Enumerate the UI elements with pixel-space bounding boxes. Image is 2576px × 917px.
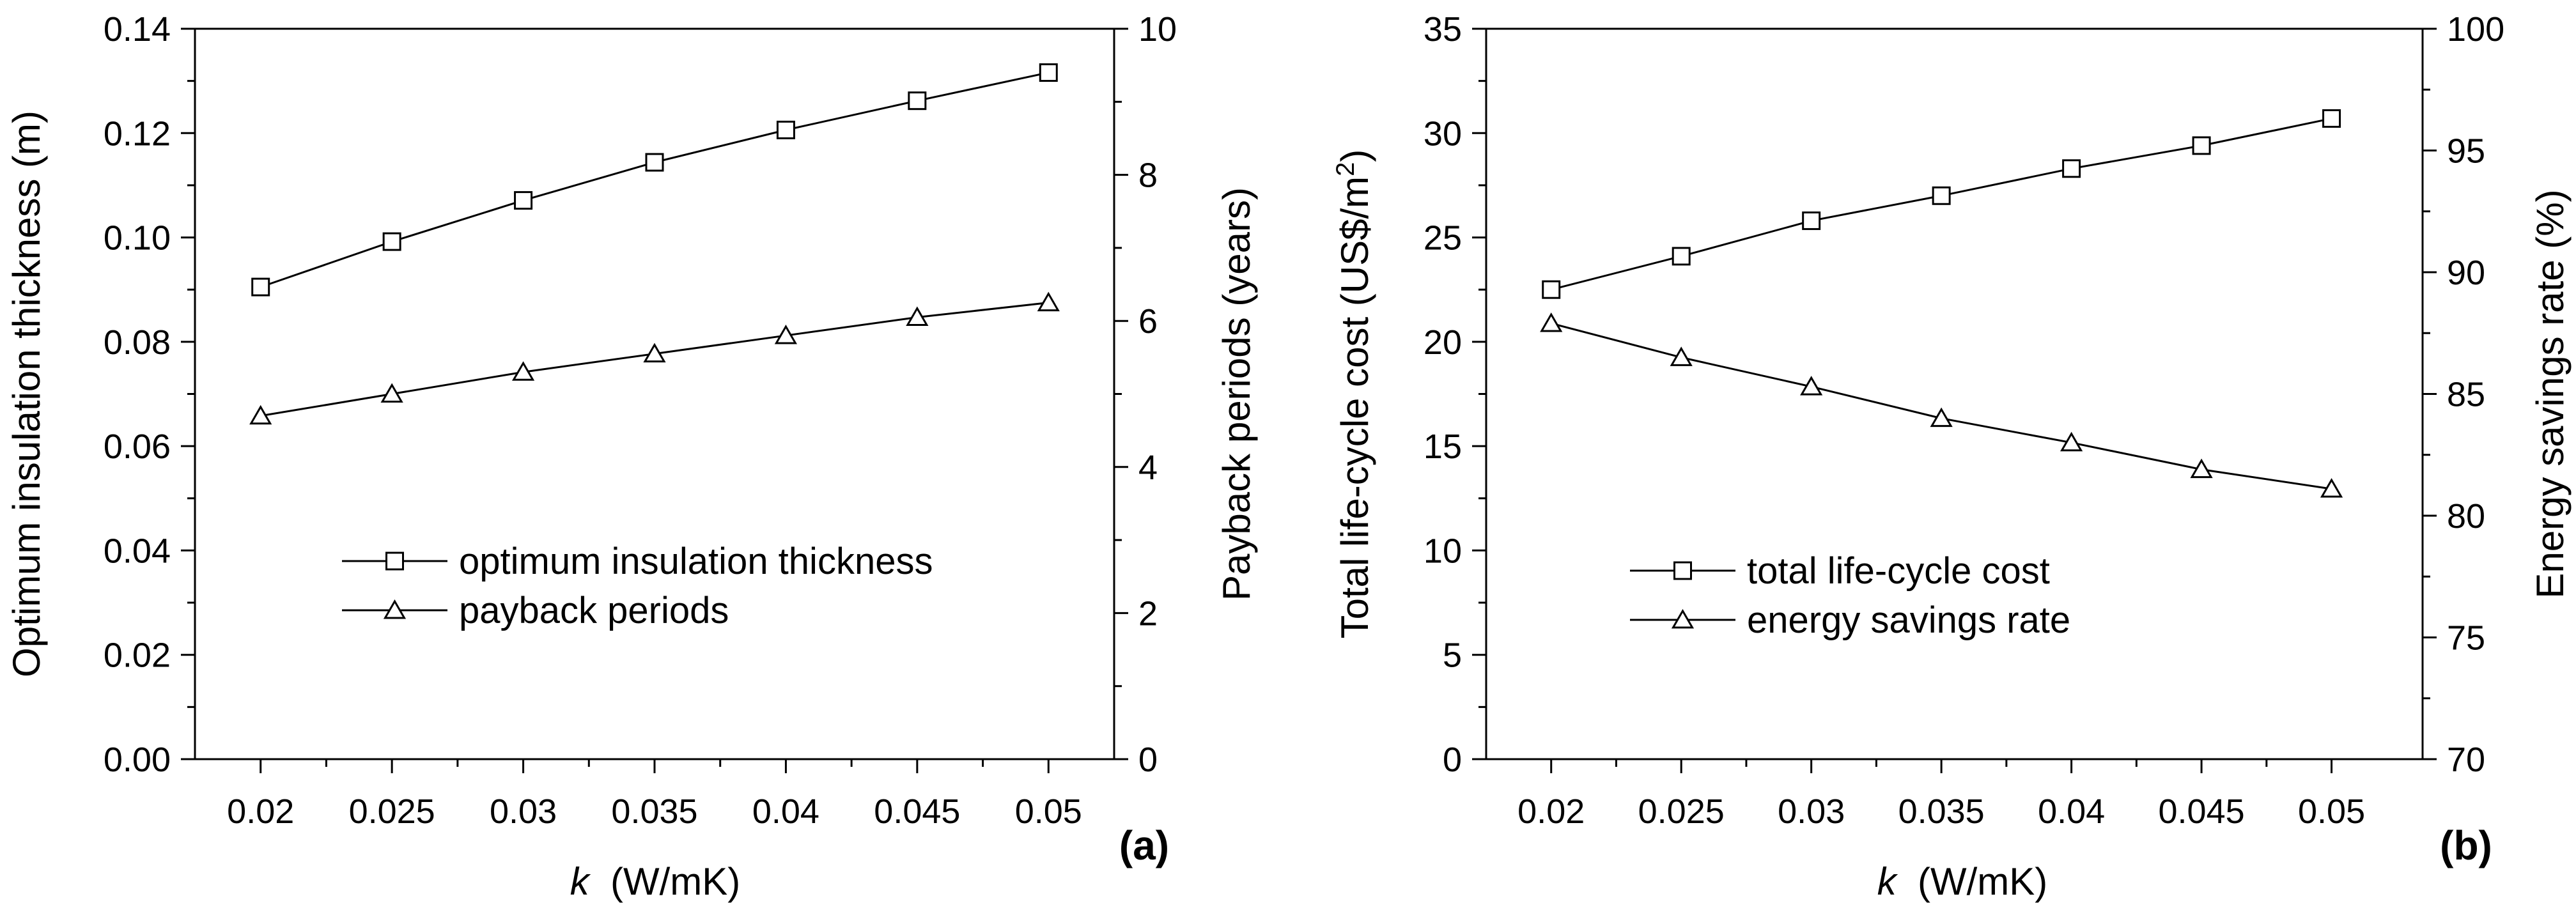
x-tick-label-b: 0.03 [1778, 792, 1845, 831]
data-point-a-1 [380, 383, 403, 403]
data-point-b-0 [1802, 211, 1821, 230]
left-tick-label-a: 0.12 [104, 114, 171, 153]
x-tick-label-b: 0.045 [2159, 792, 2245, 831]
x-axis-label-b: k (W/mK) [1877, 860, 2048, 903]
legend-label-b-0: total life-cycle cost [1747, 550, 2050, 592]
left-tick-label-a: 0.00 [104, 741, 171, 779]
left-axis-label-b: Total life-cycle cost (US$/m2) [1331, 150, 1376, 639]
data-point-a-1 [1037, 291, 1060, 312]
x-tick-label-b: 0.04 [2038, 792, 2105, 831]
x-tick-label-a: 0.045 [874, 792, 960, 831]
data-point-a-0 [382, 232, 401, 251]
right-tick-label-b: 100 [2447, 10, 2504, 49]
left-tick-label-b: 15 [1424, 428, 1462, 466]
left-tick-label-b: 0 [1443, 741, 1462, 779]
left-axis-label-a: Optimum insulation thickness (m) [5, 111, 48, 677]
right-tick-label-a: 4 [1138, 449, 1158, 487]
data-point-b-1 [2190, 458, 2213, 479]
x-tick-label-b: 0.025 [1638, 792, 1725, 831]
right-tick-label-a: 0 [1138, 741, 1158, 779]
data-point-a-0 [514, 191, 533, 210]
x-tick-label-a: 0.05 [1015, 792, 1082, 831]
data-point-b-1 [2320, 478, 2343, 498]
data-point-b-0 [1932, 186, 1951, 205]
legend-marker-a-0 [385, 551, 404, 571]
data-point-a-0 [251, 277, 270, 297]
data-point-b-1 [1930, 407, 1953, 428]
data-point-b-0 [2322, 109, 2341, 128]
right-tick-label-b: 95 [2447, 132, 2485, 171]
chart-panel-b: 0.02 0.025 0.03 0.035 0.04 0.045 0.05 0 5 10 15 20 2… [1331, 10, 2572, 903]
data-point-b-1 [2060, 431, 2083, 452]
left-tick-label-a: 0.04 [104, 532, 171, 570]
data-point-a-0 [908, 91, 927, 111]
x-tick-label-a: 0.025 [349, 792, 435, 831]
right-tick-label-a: 6 [1138, 302, 1158, 341]
right-axis-label-b: Energy savings rate (%) [2529, 189, 2572, 598]
x-tick-label-b: 0.05 [2298, 792, 2365, 831]
left-tick-label-a: 0.10 [104, 219, 171, 258]
x-axis-label-a: k (W/mK) [570, 860, 741, 903]
data-point-b-0 [1542, 280, 1561, 299]
data-point-b-1 [1670, 346, 1693, 366]
legend-label-a-1: payback periods [459, 590, 729, 631]
right-axis-label-a: Payback periods (years) [1215, 187, 1258, 601]
right-tick-label-b: 80 [2447, 497, 2485, 536]
right-tick-label-a: 2 [1138, 594, 1158, 633]
right-tick-label-b: 70 [2447, 741, 2485, 779]
legend-label-a-0: optimum insulation thickness [459, 541, 933, 582]
left-tick-label-a: 0.08 [104, 323, 171, 362]
legend-marker-b-0 [1673, 561, 1692, 580]
legend-marker-a-1 [383, 599, 407, 619]
data-point-a-1 [906, 306, 929, 326]
right-tick-label-b: 75 [2447, 619, 2485, 658]
left-tick-label-a: 0.14 [104, 10, 171, 49]
chart-panel-a: 0.02 0.025 0.03 0.035 0.04 0.045 0.05 0.00 0.02 0… [5, 10, 1258, 903]
data-point-b-1 [1800, 376, 1823, 396]
panel-label-b: (b) [2440, 822, 2492, 868]
left-tick-label-b: 25 [1424, 219, 1462, 258]
data-point-b-0 [2192, 136, 2211, 155]
left-tick-label-b: 20 [1424, 323, 1462, 362]
legend-marker-b-1 [1671, 608, 1695, 629]
data-point-a-1 [511, 361, 535, 381]
left-tick-label-b: 10 [1424, 532, 1462, 570]
x-tick-label-b: 0.02 [1517, 792, 1585, 831]
left-tick-label-a: 0.02 [104, 636, 171, 675]
data-point-a-0 [645, 153, 664, 172]
left-tick-label-a: 0.06 [104, 428, 171, 466]
data-point-b-0 [1672, 247, 1691, 266]
left-tick-label-b: 5 [1443, 636, 1462, 675]
data-point-a-0 [1039, 63, 1058, 82]
data-point-a-1 [774, 325, 798, 344]
left-tick-label-b: 35 [1424, 10, 1462, 49]
right-tick-label-b: 90 [2447, 254, 2485, 292]
x-tick-label-a: 0.03 [490, 792, 557, 831]
left-tick-label-b: 30 [1424, 114, 1462, 153]
data-point-b-1 [1540, 312, 1563, 332]
x-tick-label-a: 0.035 [611, 792, 697, 831]
right-tick-label-a: 8 [1138, 157, 1158, 195]
legend-label-b-1: energy savings rate [1747, 599, 2070, 641]
panel-label-a: (a) [1119, 822, 1169, 868]
data-point-a-1 [643, 343, 666, 363]
right-tick-label-b: 85 [2447, 376, 2485, 414]
data-point-a-0 [776, 120, 795, 139]
x-tick-label-a: 0.02 [227, 792, 294, 831]
right-tick-label-a: 10 [1138, 10, 1177, 49]
data-point-b-0 [2062, 159, 2081, 178]
x-tick-label-a: 0.04 [752, 792, 819, 831]
data-point-a-1 [249, 405, 272, 425]
x-tick-label-b: 0.035 [1898, 792, 1985, 831]
